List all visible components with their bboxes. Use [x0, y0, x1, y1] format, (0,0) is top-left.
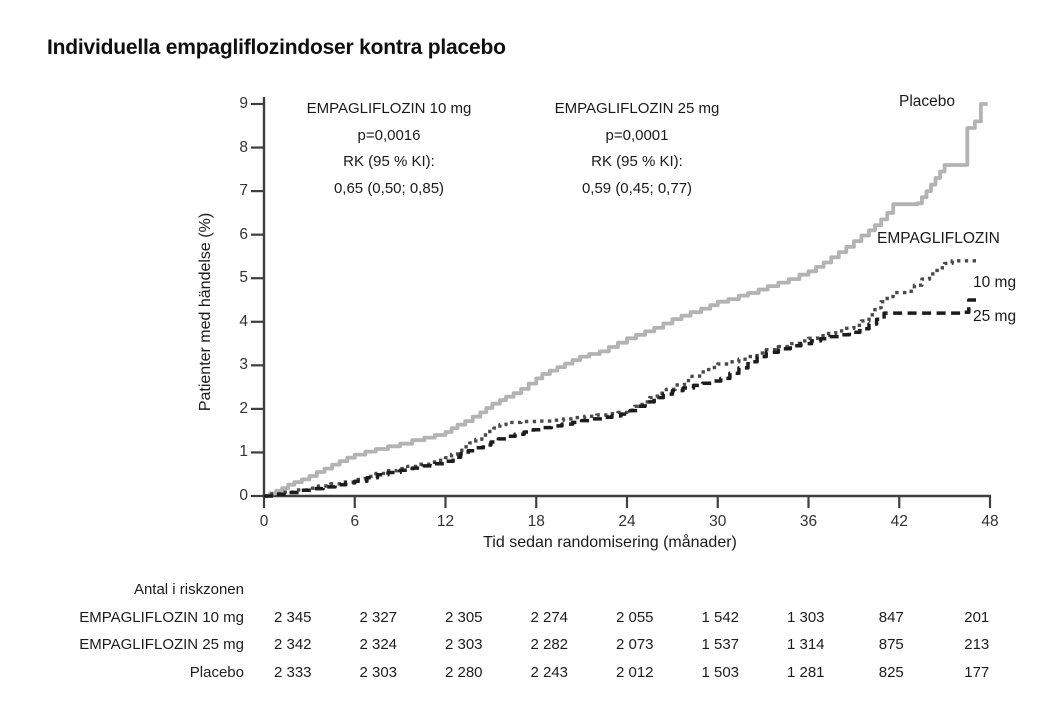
annotation-line: EMPAGLIFLOZIN 25 mg — [554, 100, 720, 117]
annotation-line: RK (95 % KI): — [343, 153, 435, 170]
y-tick-label: 4 — [239, 312, 248, 330]
risk-cell-empty — [678, 576, 764, 604]
annotation-empagliflozin-25mg: EMPAGLIFLOZIN 25 mg p=0,0001 RK (95 % KI… — [524, 96, 750, 202]
risk-cell: 2 303 — [359, 663, 398, 681]
x-tick-label: 18 — [527, 513, 545, 530]
x-tick-label: 24 — [618, 513, 636, 530]
risk-cell-empty — [336, 576, 422, 604]
risk-cell: 2 333 — [273, 663, 312, 681]
risk-cell: 2 282 — [530, 636, 569, 653]
risk-cell: 1 542 — [701, 608, 740, 626]
annotation-line: EMPAGLIFLOZIN 10 mg — [306, 100, 472, 117]
y-tick-label: 6 — [239, 225, 248, 243]
annotation-line: 0,65 (0,50; 0,85) — [333, 179, 445, 197]
y-tick-label: 1 — [239, 443, 248, 461]
risk-cell-empty — [592, 576, 678, 604]
risk-cell-empty — [849, 576, 935, 604]
empagliflozin-25mg-curve — [264, 298, 978, 498]
risk-cell: 825 — [878, 663, 904, 681]
dose-25mg-label: 25 mg — [973, 308, 1017, 325]
risk-cell: 2 280 — [444, 663, 483, 681]
risk-cell: 2 055 — [615, 608, 654, 626]
risk-cell-empty — [934, 576, 1020, 604]
risk-cell: 2 305 — [444, 608, 483, 626]
x-tick-label: 30 — [709, 513, 727, 530]
risk-cell: 1 281 — [786, 663, 825, 681]
y-tick-label: 8 — [239, 138, 248, 156]
risk-cell: 1 303 — [786, 608, 825, 626]
dose-10mg-label: 10 mg — [973, 274, 1017, 291]
y-tick-label: 9 — [239, 95, 248, 112]
placebo-curve — [264, 102, 988, 498]
y-axis-title: Patienter med händelse (%) — [197, 212, 214, 412]
x-tick-label: 0 — [259, 513, 269, 530]
risk-cell: 2 303 — [444, 636, 483, 653]
y-tick-label: 3 — [239, 356, 248, 374]
figure-title: Individuella empagliflozindoser kontra p… — [47, 36, 506, 59]
empagliflozin-group-label: EMPAGLIFLOZIN — [877, 230, 1000, 247]
annotation-line: 0,59 (0,45; 0,77) — [581, 179, 693, 197]
risk-table-header: Antal i riskzonen — [133, 581, 244, 598]
risk-cell: 2 327 — [359, 608, 398, 626]
risk-cell: 2 274 — [530, 608, 569, 626]
risk-cell: 2 243 — [530, 663, 569, 681]
empagliflozin-10mg-curve — [264, 259, 982, 498]
annotation-line: RK (95 % KI): — [591, 153, 683, 170]
y-tick-label: 7 — [239, 182, 248, 200]
risk-cell-empty — [763, 576, 849, 604]
risk-cell: 2 342 — [273, 636, 312, 653]
risk-cell: 847 — [878, 608, 904, 626]
risk-row-label: Placebo — [189, 663, 244, 681]
y-tick-label: 5 — [239, 269, 248, 287]
risk-cell: 2 324 — [359, 636, 398, 653]
x-tick-label: 48 — [981, 513, 999, 530]
x-axis-title: Tid sedan randomisering (månader) — [483, 534, 737, 551]
risk-cell: 2 012 — [615, 663, 654, 681]
risk-cell: 201 — [964, 608, 990, 626]
x-tick-label: 12 — [436, 513, 455, 530]
risk-cell-empty — [250, 576, 336, 604]
placebo-curve-label: Placebo — [899, 93, 956, 110]
x-tick-label: 36 — [799, 513, 818, 530]
annotation-empagliflozin-10mg: EMPAGLIFLOZIN 10 mg p=0,0016 RK (95 % KI… — [276, 96, 502, 202]
risk-cell: 213 — [964, 636, 990, 653]
y-tick-label: 0 — [239, 487, 248, 504]
risk-cell: 2 345 — [273, 608, 312, 626]
x-tick-label: 42 — [890, 513, 908, 530]
risk-row-label: EMPAGLIFLOZIN 10 mg — [79, 608, 244, 626]
number-at-risk-table: Antal i riskzonen EMPAGLIFLOZIN 10 mg 2 34… — [40, 576, 1020, 686]
risk-cell: 1 314 — [786, 636, 825, 653]
risk-cell-empty — [507, 576, 593, 604]
x-tick-label: 6 — [350, 513, 360, 530]
axes — [251, 97, 992, 508]
curves — [264, 102, 988, 498]
risk-cell: 2 073 — [615, 636, 654, 653]
y-tick-label: 2 — [239, 399, 248, 417]
risk-cell: 1 503 — [701, 663, 740, 681]
annotation-line: p=0,0016 — [357, 126, 421, 144]
risk-cell: 1 537 — [701, 636, 740, 653]
annotation-line: p=0,0001 — [605, 126, 669, 144]
risk-cell: 875 — [878, 636, 904, 653]
risk-row-label: EMPAGLIFLOZIN 25 mg — [79, 636, 244, 653]
risk-cell-empty — [421, 576, 507, 604]
risk-cell: 177 — [964, 663, 990, 681]
